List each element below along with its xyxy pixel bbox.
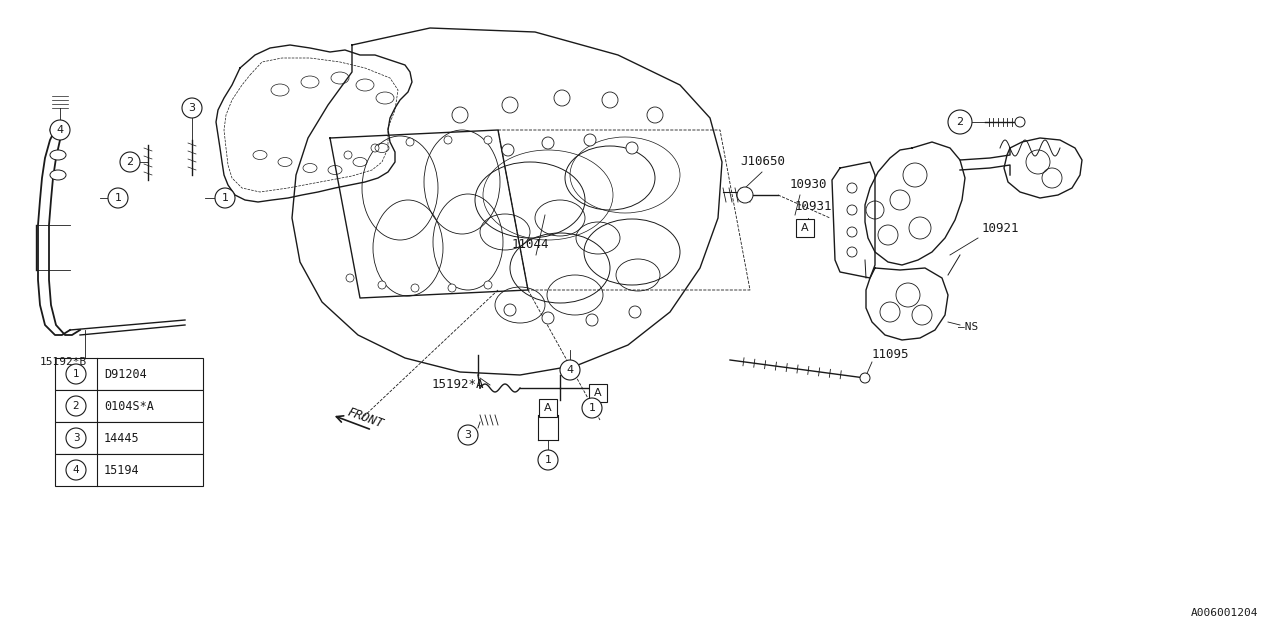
Text: 1: 1 (221, 193, 229, 203)
Bar (796, 219, 814, 237)
Circle shape (411, 284, 419, 292)
Text: D91204: D91204 (104, 367, 147, 381)
Circle shape (50, 120, 70, 140)
Text: 15194: 15194 (104, 463, 140, 477)
Circle shape (541, 137, 554, 149)
Circle shape (1015, 117, 1025, 127)
Circle shape (344, 151, 352, 159)
Text: 0104S*A: 0104S*A (104, 399, 154, 413)
Circle shape (378, 281, 387, 289)
Circle shape (847, 227, 858, 237)
Text: 2: 2 (956, 117, 964, 127)
Text: A: A (594, 388, 602, 398)
Circle shape (346, 274, 355, 282)
Text: 1: 1 (73, 369, 79, 379)
Bar (539, 399, 557, 417)
Text: A006001204: A006001204 (1190, 608, 1258, 618)
Circle shape (538, 450, 558, 470)
Text: 14445: 14445 (104, 431, 140, 445)
Circle shape (626, 142, 637, 154)
Circle shape (458, 425, 477, 445)
Circle shape (108, 188, 128, 208)
Circle shape (120, 152, 140, 172)
Text: 3: 3 (465, 430, 471, 440)
Text: A: A (544, 403, 552, 413)
Text: 10931: 10931 (795, 200, 832, 213)
Text: A: A (801, 223, 809, 233)
Bar (55, 454, 204, 486)
Ellipse shape (50, 150, 67, 160)
Text: 1: 1 (589, 403, 595, 413)
Circle shape (561, 360, 580, 380)
Circle shape (502, 97, 518, 113)
Text: 15192*B: 15192*B (40, 357, 87, 367)
Bar (589, 384, 607, 402)
Circle shape (67, 428, 86, 448)
Text: 3: 3 (188, 103, 196, 113)
Circle shape (602, 92, 618, 108)
Text: 11044: 11044 (512, 238, 549, 251)
Ellipse shape (50, 170, 67, 180)
Text: 2: 2 (127, 157, 133, 167)
Circle shape (182, 98, 202, 118)
Circle shape (586, 314, 598, 326)
Circle shape (554, 90, 570, 106)
Circle shape (847, 205, 858, 215)
Circle shape (444, 136, 452, 144)
Text: 3: 3 (73, 433, 79, 443)
Text: 10930: 10930 (790, 178, 827, 191)
Circle shape (847, 247, 858, 257)
Ellipse shape (50, 125, 67, 135)
Bar (55, 390, 204, 422)
Circle shape (67, 364, 86, 384)
Text: J10650: J10650 (740, 155, 785, 168)
Circle shape (67, 396, 86, 416)
Circle shape (584, 134, 596, 146)
Circle shape (847, 183, 858, 193)
Text: 4: 4 (567, 365, 573, 375)
Text: 4: 4 (56, 125, 64, 135)
Circle shape (628, 306, 641, 318)
Circle shape (452, 107, 468, 123)
Circle shape (215, 188, 236, 208)
Bar (55, 358, 204, 390)
Circle shape (371, 144, 379, 152)
Circle shape (582, 398, 602, 418)
Circle shape (406, 138, 413, 146)
Circle shape (502, 144, 515, 156)
Text: FRONT: FRONT (346, 406, 385, 431)
Text: —NS: —NS (957, 322, 978, 332)
Circle shape (504, 304, 516, 316)
Circle shape (67, 460, 86, 480)
Bar (55, 422, 204, 454)
Text: 2: 2 (73, 401, 79, 411)
Circle shape (737, 187, 753, 203)
Text: 1: 1 (544, 455, 552, 465)
Circle shape (484, 136, 492, 144)
Circle shape (484, 281, 492, 289)
Text: 10921: 10921 (982, 222, 1019, 235)
Circle shape (541, 312, 554, 324)
Text: 15192*A: 15192*A (433, 378, 485, 391)
Text: 4: 4 (73, 465, 79, 475)
Text: 11095: 11095 (872, 348, 910, 361)
Circle shape (448, 284, 456, 292)
Circle shape (646, 107, 663, 123)
Circle shape (948, 110, 972, 134)
Text: 1: 1 (114, 193, 122, 203)
Circle shape (860, 373, 870, 383)
